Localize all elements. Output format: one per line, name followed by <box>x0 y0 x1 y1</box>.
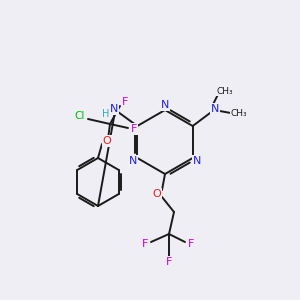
Text: N: N <box>110 104 118 114</box>
Text: N: N <box>129 155 137 166</box>
Text: Cl: Cl <box>75 111 85 121</box>
Text: N: N <box>193 155 201 166</box>
Text: F: F <box>188 239 194 249</box>
Text: N: N <box>161 100 169 110</box>
Text: F: F <box>131 124 137 134</box>
Text: O: O <box>153 189 161 199</box>
Text: F: F <box>122 97 128 107</box>
Text: F: F <box>142 239 148 249</box>
Text: H: H <box>102 109 109 119</box>
Text: CH₃: CH₃ <box>216 86 233 95</box>
Text: O: O <box>103 136 111 146</box>
Text: F: F <box>166 257 172 267</box>
Text: CH₃: CH₃ <box>230 109 247 118</box>
Text: N: N <box>211 104 219 114</box>
